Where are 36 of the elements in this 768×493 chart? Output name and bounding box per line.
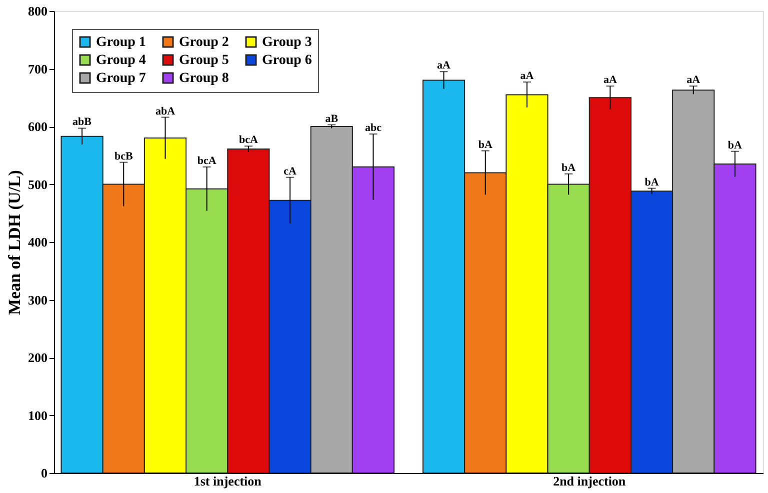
y-tick-label: 700 xyxy=(28,61,48,76)
y-tick-label: 600 xyxy=(28,119,48,134)
data-label: aA xyxy=(603,74,617,86)
data-label: bcB xyxy=(114,150,134,162)
data-label: bA xyxy=(644,176,659,188)
y-tick-label: 300 xyxy=(28,292,48,308)
legend-label: Group 2 xyxy=(179,35,229,50)
data-label: abA xyxy=(155,105,176,118)
y-tick-label: 500 xyxy=(28,176,48,192)
y-tick-label: 0 xyxy=(41,466,48,480)
data-label: bcA xyxy=(197,154,216,167)
data-label: bcA xyxy=(238,134,258,146)
y-tick-label: 800 xyxy=(28,4,48,18)
y-tick-label: 200 xyxy=(28,350,48,365)
legend-label: Group 7 xyxy=(96,71,146,86)
data-label: abB xyxy=(72,116,92,128)
y-tick-label: 400 xyxy=(28,234,48,250)
legend-label: Group 3 xyxy=(262,35,312,50)
legend-label: Group 1 xyxy=(96,35,146,50)
data-label: cA xyxy=(284,165,296,178)
data-label: aA xyxy=(686,74,700,86)
data-label: aB xyxy=(325,112,339,125)
legend-label: Group 8 xyxy=(179,71,229,86)
legend-label: Group 5 xyxy=(179,53,229,68)
data-label: aA xyxy=(520,70,534,82)
data-label: abc xyxy=(364,122,382,134)
data-label: aA xyxy=(437,60,451,72)
x-tick-label: 2nd injection xyxy=(553,474,626,488)
data-label: bA xyxy=(728,139,742,152)
data-label: bA xyxy=(562,162,576,174)
legend-label: Group 4 xyxy=(96,53,146,68)
x-tick-label: 1st injection xyxy=(194,474,262,488)
y-tick-label: 100 xyxy=(28,408,48,423)
legend-label: Group 6 xyxy=(262,53,312,68)
data-label: bA xyxy=(478,138,492,151)
y-axis-title: Mean of LDH (U/L) xyxy=(5,170,24,315)
